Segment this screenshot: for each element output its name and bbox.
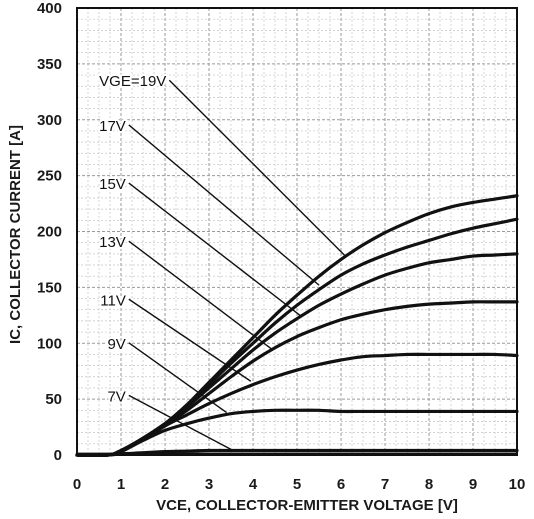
annotation-leader-line bbox=[128, 240, 274, 351]
annotation-label: VGE=19V bbox=[99, 73, 166, 90]
annotation-label: 9V bbox=[107, 336, 125, 353]
x-tick-label: 7 bbox=[381, 476, 389, 493]
x-tick-label: 0 bbox=[73, 476, 81, 493]
annotation-label-halo: 7V bbox=[107, 388, 125, 405]
x-tick-label: 5 bbox=[293, 476, 301, 493]
y-tick-label: 350 bbox=[37, 56, 62, 73]
y-axis-title: IC, COLLECTOR CURRENT [A] bbox=[7, 125, 24, 344]
x-tick-label: 8 bbox=[425, 476, 433, 493]
x-tick-label: 4 bbox=[249, 476, 258, 493]
annotation-label: 15V bbox=[99, 176, 126, 193]
y-tick-label: 200 bbox=[37, 224, 62, 241]
y-tick-label: 150 bbox=[37, 279, 62, 296]
annotation-leader-line bbox=[128, 182, 302, 317]
annotation-label-halo: 17V bbox=[99, 118, 126, 135]
annotation-label: 7V bbox=[107, 388, 125, 405]
series-lines bbox=[75, 194, 519, 457]
annotation-label: 13V bbox=[99, 234, 126, 251]
annotation-leader-line bbox=[168, 79, 346, 257]
y-tick-label: 400 bbox=[37, 0, 62, 17]
annotations: VGE=19VVGE=19V17V17V15V15V13V13V11V11V9V… bbox=[97, 71, 346, 451]
y-tick-label: 300 bbox=[37, 112, 62, 129]
annotation-label: 17V bbox=[99, 118, 126, 135]
x-axis-title: VCE, COLLECTOR-EMITTER VOLTAGE [V] bbox=[156, 497, 458, 514]
annotation-label-halo: 11V bbox=[100, 292, 126, 309]
x-tick-label: 9 bbox=[469, 476, 477, 493]
annotation-leader-line bbox=[128, 124, 320, 286]
y-tick-label: 50 bbox=[45, 391, 62, 408]
annotation-leader-line bbox=[128, 394, 232, 451]
x-tick-label: 10 bbox=[509, 476, 526, 493]
annotation-label-halo: 13V bbox=[99, 234, 126, 251]
annotation-label-halo: VGE=19V bbox=[99, 73, 166, 90]
x-tick-label: 3 bbox=[205, 476, 213, 493]
y-tick-label: 100 bbox=[37, 335, 62, 352]
annotation-label: 11V bbox=[100, 292, 126, 309]
annotation-label-halo: 15V bbox=[99, 176, 126, 193]
series-line-9v bbox=[75, 408, 519, 457]
y-tick-label: 250 bbox=[37, 168, 62, 185]
x-tick-label: 6 bbox=[337, 476, 345, 493]
x-tick-label: 2 bbox=[161, 476, 169, 493]
annotation-leader-line bbox=[128, 298, 252, 382]
annotation-label-halo: 9V bbox=[107, 336, 125, 353]
annotation-leader-line bbox=[128, 342, 228, 414]
series-line-11v bbox=[75, 352, 519, 457]
y-tick-label: 0 bbox=[54, 447, 62, 464]
x-tick-label: 1 bbox=[117, 476, 125, 493]
